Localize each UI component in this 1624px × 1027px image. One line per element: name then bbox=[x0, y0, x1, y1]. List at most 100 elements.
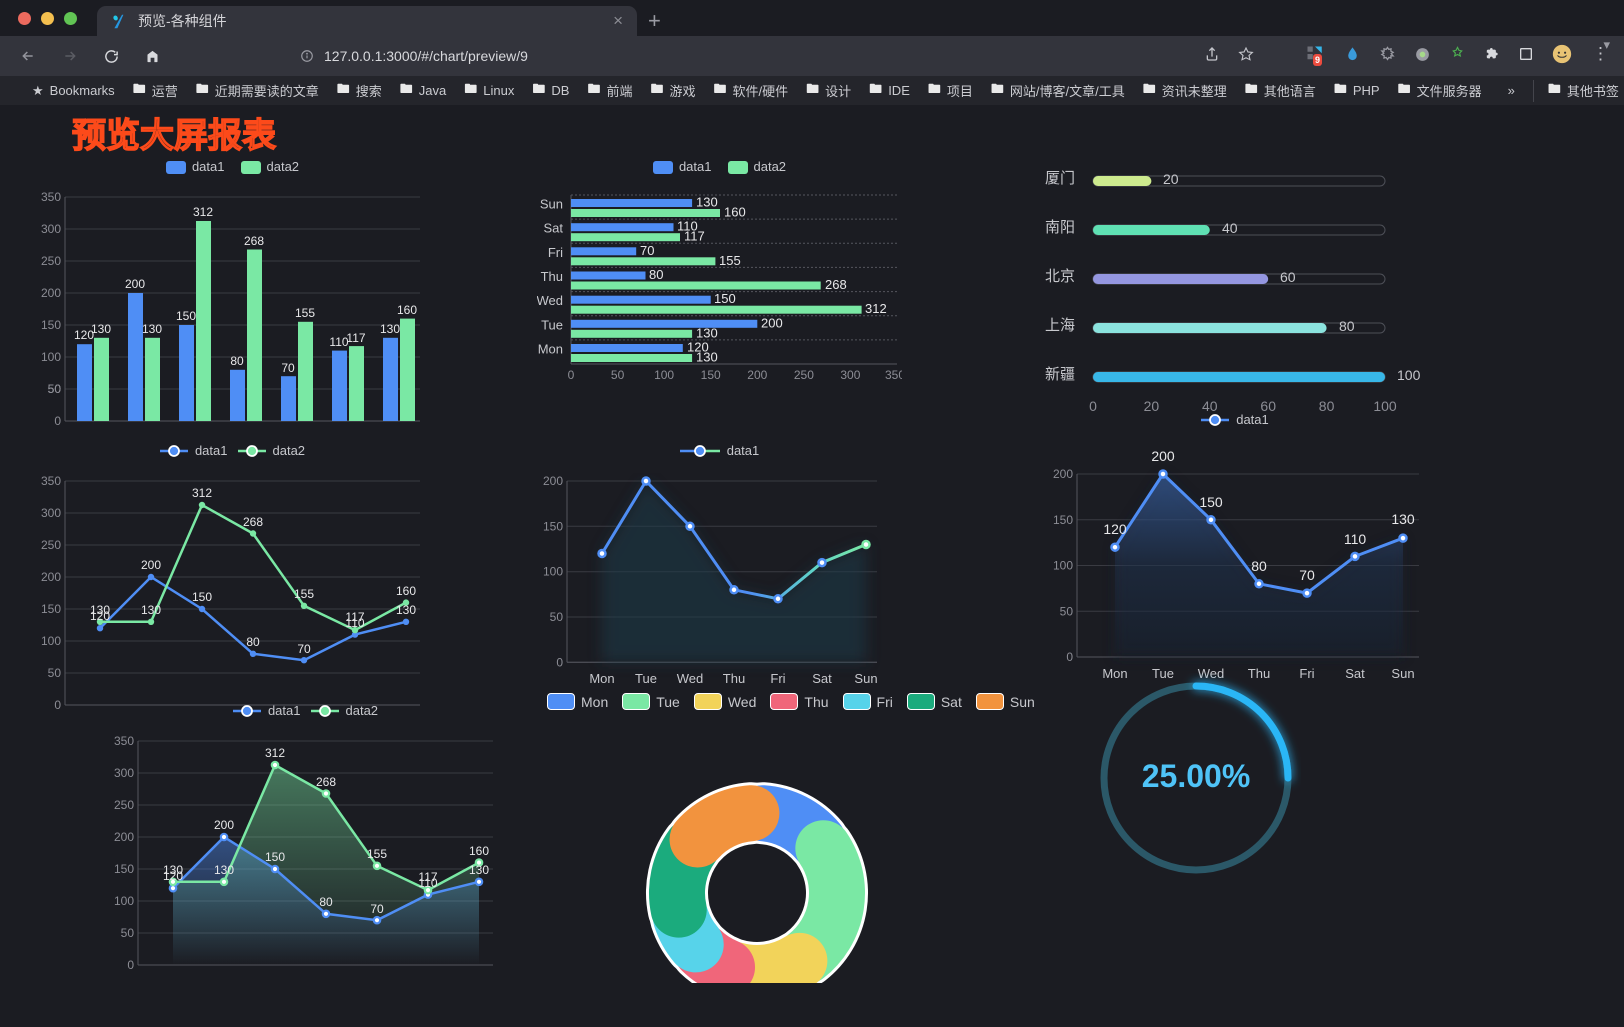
svg-text:350: 350 bbox=[114, 734, 134, 748]
svg-text:Fri: Fri bbox=[1299, 666, 1314, 681]
svg-text:70: 70 bbox=[281, 361, 295, 375]
svg-text:Sun: Sun bbox=[540, 197, 563, 212]
svg-text:25.00%: 25.00% bbox=[1142, 758, 1251, 794]
svg-text:312: 312 bbox=[265, 746, 285, 760]
svg-text:200: 200 bbox=[114, 830, 134, 844]
svg-text:200: 200 bbox=[543, 474, 563, 488]
svg-text:Fri: Fri bbox=[369, 971, 384, 973]
svg-text:250: 250 bbox=[794, 368, 814, 382]
svg-text:350: 350 bbox=[41, 474, 61, 488]
svg-text:新疆: 新疆 bbox=[1045, 366, 1075, 383]
svg-text:Mon: Mon bbox=[87, 427, 112, 429]
svg-text:Fri: Fri bbox=[296, 427, 311, 429]
svg-text:80: 80 bbox=[1339, 318, 1355, 334]
svg-text:200: 200 bbox=[214, 818, 234, 832]
svg-text:200: 200 bbox=[125, 277, 145, 291]
svg-text:200: 200 bbox=[141, 558, 161, 572]
svg-text:250: 250 bbox=[41, 254, 61, 268]
svg-text:200: 200 bbox=[747, 368, 767, 382]
svg-text:Sun: Sun bbox=[394, 427, 417, 429]
svg-text:200: 200 bbox=[41, 286, 61, 300]
svg-text:Tue: Tue bbox=[635, 671, 657, 686]
svg-text:130: 130 bbox=[163, 863, 183, 877]
svg-text:Wed: Wed bbox=[537, 293, 563, 308]
svg-text:50: 50 bbox=[48, 382, 62, 396]
svg-text:80: 80 bbox=[1251, 558, 1267, 574]
svg-text:150: 150 bbox=[176, 309, 196, 323]
svg-text:160: 160 bbox=[724, 205, 746, 220]
svg-text:312: 312 bbox=[865, 301, 887, 316]
svg-text:130: 130 bbox=[1391, 511, 1415, 527]
svg-text:0: 0 bbox=[127, 958, 134, 972]
svg-text:Wed: Wed bbox=[189, 427, 216, 429]
svg-text:上海: 上海 bbox=[1045, 317, 1075, 334]
svg-text:130: 130 bbox=[696, 195, 718, 210]
svg-text:50: 50 bbox=[48, 666, 62, 680]
svg-text:130: 130 bbox=[469, 863, 489, 877]
svg-text:150: 150 bbox=[714, 291, 736, 306]
svg-text:117: 117 bbox=[418, 870, 437, 884]
svg-text:200: 200 bbox=[761, 315, 783, 330]
svg-text:130: 130 bbox=[380, 322, 400, 336]
svg-text:Thu: Thu bbox=[723, 671, 745, 686]
svg-text:0: 0 bbox=[1066, 650, 1073, 664]
svg-text:155: 155 bbox=[294, 587, 314, 601]
svg-text:Thu: Thu bbox=[315, 971, 337, 973]
svg-text:130: 130 bbox=[142, 322, 162, 336]
svg-text:100: 100 bbox=[1053, 559, 1073, 573]
svg-text:70: 70 bbox=[1299, 567, 1315, 583]
svg-text:Thu: Thu bbox=[242, 427, 264, 429]
svg-text:268: 268 bbox=[316, 775, 336, 789]
svg-text:155: 155 bbox=[367, 847, 387, 861]
svg-text:100: 100 bbox=[654, 368, 674, 382]
svg-text:200: 200 bbox=[1151, 448, 1175, 464]
svg-text:100: 100 bbox=[41, 350, 61, 364]
svg-text:0: 0 bbox=[54, 698, 61, 712]
svg-text:Sat: Sat bbox=[812, 671, 832, 686]
svg-text:20: 20 bbox=[1163, 171, 1179, 187]
svg-text:50: 50 bbox=[121, 926, 135, 940]
svg-text:150: 150 bbox=[114, 862, 134, 876]
svg-text:150: 150 bbox=[265, 850, 285, 864]
svg-text:268: 268 bbox=[244, 234, 264, 248]
svg-text:100: 100 bbox=[1397, 367, 1421, 383]
svg-text:Sun: Sun bbox=[854, 671, 877, 686]
svg-text:50: 50 bbox=[611, 368, 625, 382]
svg-text:Sat: Sat bbox=[345, 427, 365, 429]
svg-text:0: 0 bbox=[54, 414, 61, 428]
svg-text:Sat: Sat bbox=[543, 221, 563, 236]
svg-text:350: 350 bbox=[41, 190, 61, 204]
svg-text:Tue: Tue bbox=[541, 317, 563, 332]
svg-text:110: 110 bbox=[1344, 531, 1367, 547]
svg-text:312: 312 bbox=[193, 205, 213, 219]
svg-text:80: 80 bbox=[230, 354, 244, 368]
svg-text:150: 150 bbox=[192, 590, 212, 604]
svg-text:300: 300 bbox=[41, 506, 61, 520]
svg-text:0: 0 bbox=[556, 655, 563, 669]
svg-text:70: 70 bbox=[297, 642, 311, 656]
svg-text:70: 70 bbox=[370, 902, 384, 916]
svg-text:117: 117 bbox=[345, 610, 364, 624]
svg-text:268: 268 bbox=[243, 515, 263, 529]
svg-text:160: 160 bbox=[469, 844, 489, 858]
svg-text:40: 40 bbox=[1222, 220, 1238, 236]
svg-text:80: 80 bbox=[319, 895, 333, 909]
svg-text:120: 120 bbox=[1103, 521, 1127, 537]
svg-text:150: 150 bbox=[543, 519, 563, 533]
svg-text:300: 300 bbox=[41, 222, 61, 236]
svg-text:60: 60 bbox=[1280, 269, 1296, 285]
svg-text:250: 250 bbox=[41, 538, 61, 552]
svg-text:北京: 北京 bbox=[1045, 268, 1075, 285]
svg-text:厦门: 厦门 bbox=[1045, 170, 1075, 187]
svg-text:南阳: 南阳 bbox=[1045, 219, 1075, 236]
svg-text:130: 130 bbox=[90, 603, 110, 617]
svg-text:150: 150 bbox=[1053, 513, 1073, 527]
svg-text:130: 130 bbox=[396, 603, 416, 617]
svg-text:312: 312 bbox=[192, 486, 212, 500]
svg-text:Wed: Wed bbox=[677, 671, 704, 686]
svg-text:80: 80 bbox=[246, 635, 260, 649]
svg-text:Mon: Mon bbox=[538, 342, 563, 357]
svg-text:130: 130 bbox=[696, 350, 718, 365]
svg-text:70: 70 bbox=[640, 243, 654, 258]
svg-text:160: 160 bbox=[397, 303, 417, 317]
